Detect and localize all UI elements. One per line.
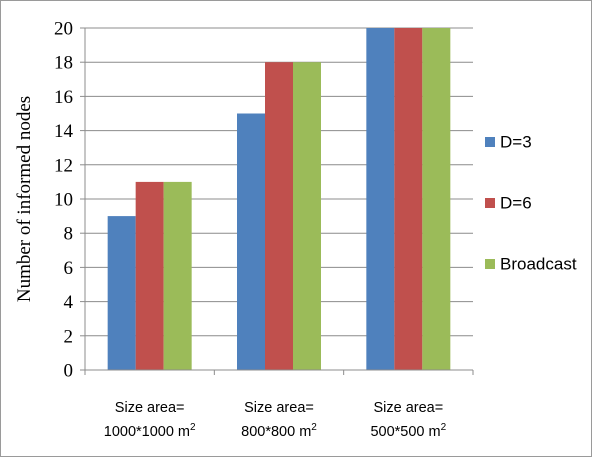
bar-d-3-3 bbox=[366, 28, 395, 370]
y-tick-label: 18 bbox=[54, 53, 73, 74]
x-category-label-line2: 500*500 m2 bbox=[370, 422, 446, 440]
y-tick-label: 8 bbox=[64, 224, 74, 245]
legend-swatch bbox=[485, 198, 495, 208]
bars bbox=[107, 28, 451, 370]
y-tick-label: 20 bbox=[54, 19, 73, 40]
legend: D=3 D=6 Broadcast bbox=[485, 133, 577, 274]
x-category-label-line1: Size area= bbox=[244, 400, 314, 416]
y-tick-labels: 0 2 4 6 8 10 12 14 16 18 20 bbox=[54, 19, 74, 382]
y-tick-label: 2 bbox=[64, 326, 74, 347]
y-tick-label: 14 bbox=[54, 121, 74, 142]
legend-label: D=6 bbox=[500, 194, 532, 213]
x-category-label-text: 1000*1000 m bbox=[104, 424, 190, 440]
y-tick-label: 10 bbox=[54, 190, 73, 211]
x-category-label-line2: 800*800 m2 bbox=[241, 422, 317, 440]
bar-broadcast-2 bbox=[293, 62, 321, 370]
bar-d-6-1 bbox=[135, 181, 164, 370]
x-category-label-line1: Size area= bbox=[115, 400, 185, 416]
bar-d-3-2 bbox=[237, 113, 265, 370]
x-category-label-superscript: 2 bbox=[311, 422, 317, 433]
legend-label: Broadcast bbox=[500, 255, 577, 274]
legend-swatch bbox=[485, 259, 495, 269]
x-category-label-line2: 1000*1000 m2 bbox=[104, 422, 196, 440]
bar-broadcast-1 bbox=[163, 181, 192, 370]
y-axis-title: Number of informed nodes bbox=[14, 96, 35, 302]
x-category-label-superscript: 2 bbox=[190, 422, 196, 433]
axes bbox=[84, 28, 473, 371]
y-tick-label: 12 bbox=[54, 155, 73, 176]
legend-swatch bbox=[485, 137, 495, 147]
y-tick-label: 4 bbox=[64, 292, 74, 313]
x-category-label-text: 800*800 m bbox=[241, 424, 311, 440]
bar-d-6-2 bbox=[265, 62, 293, 370]
x-category-label-text: 500*500 m bbox=[370, 424, 440, 440]
y-tick-label: 6 bbox=[64, 258, 74, 279]
x-category-label-superscript: 2 bbox=[441, 422, 447, 433]
bar-d-6-3 bbox=[394, 28, 423, 370]
y-tick-label: 16 bbox=[54, 87, 73, 108]
x-category-label-line1: Size area= bbox=[373, 400, 443, 416]
legend-label: D=3 bbox=[500, 133, 532, 152]
bar-broadcast-3 bbox=[422, 28, 451, 370]
y-tick-label: 0 bbox=[64, 361, 74, 382]
bar-d-3-1 bbox=[107, 216, 136, 370]
